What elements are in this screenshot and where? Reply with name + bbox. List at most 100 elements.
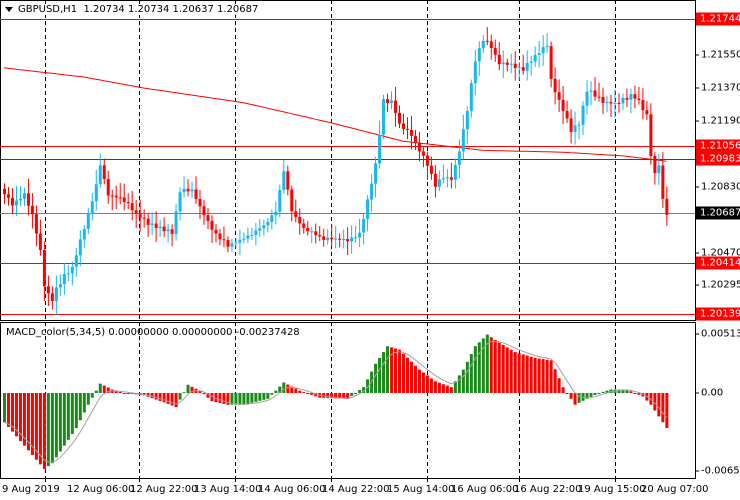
candle-body (637, 98, 641, 101)
candle-body (46, 286, 50, 294)
macd-bar (6, 393, 10, 427)
candle-body (26, 193, 30, 206)
macd-bar (254, 393, 258, 402)
macd-bar (26, 393, 30, 451)
candle-body (621, 97, 625, 104)
candle-body (597, 96, 601, 98)
macd-bar (549, 360, 553, 393)
macd-bar (537, 358, 541, 393)
candle-body (214, 229, 218, 234)
macd-bar (661, 393, 665, 423)
macd-bar (477, 342, 481, 393)
candle-body (382, 99, 386, 135)
candle-body (262, 225, 266, 229)
candle-body (38, 233, 42, 250)
current-price-tag: 1.20687 (696, 206, 740, 220)
candle-body (170, 229, 174, 234)
macd-bar (258, 393, 262, 401)
dropdown-triangle-icon[interactable] (5, 6, 13, 12)
macd-bar (166, 393, 170, 404)
ohlc-values: 1.20734 1.20734 1.20637 1.20687 (83, 4, 259, 15)
candle-body (194, 189, 198, 199)
candle-body (577, 124, 581, 126)
macd-bar (202, 393, 206, 395)
candle-body (186, 188, 190, 192)
macd-bar (246, 393, 250, 404)
macd-bar (374, 363, 378, 393)
candle-body (493, 47, 497, 55)
macd-bar (130, 393, 134, 394)
macd-bar (214, 393, 218, 403)
candle-body (74, 255, 78, 267)
candle-body (585, 91, 589, 106)
macd-bar (425, 375, 429, 393)
macd-bar (222, 393, 226, 404)
macd-bar (250, 393, 254, 403)
price-axis-label: 1.21190 (701, 115, 740, 127)
candle-body (541, 47, 545, 54)
macd-bar (366, 379, 370, 393)
candle-body (10, 197, 14, 206)
candle-body (417, 142, 421, 152)
candle-body (134, 210, 138, 214)
candle-body (298, 216, 302, 224)
macd-bar (126, 393, 130, 394)
candle-body (402, 123, 405, 129)
candle-body (302, 223, 306, 228)
level-price-tag: 1.20414 (696, 256, 740, 270)
candle-body (657, 165, 661, 174)
candle-body (653, 156, 657, 174)
candle-body (513, 63, 517, 69)
macd-bar (386, 346, 390, 393)
level-price-tag: 1.21056 (696, 139, 740, 153)
macd-bar (617, 389, 621, 393)
macd-bar (162, 393, 166, 403)
macd-bar (601, 391, 605, 393)
macd-bar (18, 393, 22, 441)
macd-bar (30, 393, 34, 456)
macd-bar (441, 384, 445, 393)
candle-body (549, 46, 553, 79)
macd-bar (597, 393, 601, 394)
level-price-tag: 1.20139 (696, 307, 740, 321)
macd-bar (210, 393, 214, 402)
macd-bar (481, 338, 485, 393)
candle-body (266, 221, 270, 226)
candle-body (246, 235, 250, 239)
macd-bar (170, 393, 174, 406)
candle-body (350, 237, 354, 242)
candle-body (525, 62, 529, 71)
candle-body (202, 206, 206, 216)
macd-bar (198, 390, 202, 393)
macd-bar (585, 393, 589, 399)
candle-body (182, 188, 186, 193)
candle-body (633, 94, 637, 99)
candle-body (358, 232, 362, 238)
candle-body (94, 184, 98, 202)
candle-body (234, 242, 238, 244)
candle-body (106, 178, 110, 196)
candle-body (58, 284, 62, 288)
macd-bar (38, 393, 42, 465)
macd-bar (653, 393, 657, 411)
time-axis-label: 12 Aug 22:00 (130, 484, 198, 495)
candle-body (441, 178, 445, 180)
macd-bar (74, 393, 78, 429)
macd-bar (242, 393, 246, 405)
macd-bar (362, 387, 366, 393)
candle-body (286, 171, 290, 190)
candle-body (290, 189, 294, 212)
candle-body (206, 215, 210, 221)
macd-bar (409, 361, 413, 393)
macd-bar (190, 386, 194, 393)
macd-bar (437, 382, 441, 393)
macd-bar (513, 352, 517, 393)
macd-bar (322, 393, 326, 398)
candle-body (601, 97, 605, 103)
candle-body (362, 219, 366, 233)
candle-body (354, 237, 358, 239)
candle-body (529, 61, 533, 63)
candle-body (338, 238, 342, 240)
candle-body (110, 195, 114, 197)
